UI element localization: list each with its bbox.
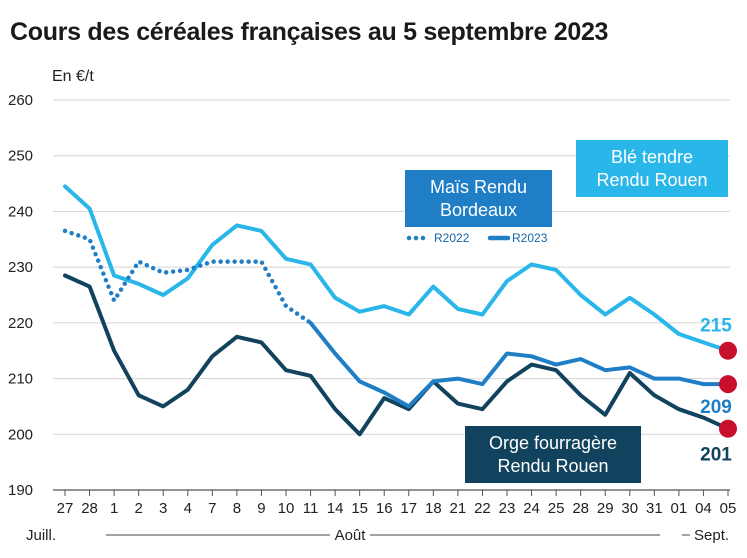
x-tick-label: 3 [159, 500, 167, 517]
series-label-text: Rendu Rouen [497, 456, 608, 476]
series-label-text: Maïs Rendu [430, 177, 527, 197]
end-value-label: 215 [700, 316, 732, 337]
x-tick-label: 30 [621, 500, 638, 517]
x-tick-label: 31 [646, 500, 663, 517]
x-tick-label: 24 [523, 500, 540, 517]
x-tick-label: 4 [184, 500, 192, 517]
x-tick-label: 29 [597, 500, 614, 517]
series-label-text: Blé tendre [611, 147, 693, 167]
y-tick-label: 220 [8, 315, 33, 332]
x-tick-label: 05 [720, 500, 737, 517]
x-tick-label: 25 [548, 500, 565, 517]
x-tick-label: 27 [57, 500, 74, 517]
x-tick-label: 14 [327, 500, 344, 517]
x-tick-label: 9 [257, 500, 265, 517]
x-tick-label: 22 [474, 500, 491, 517]
series-line [63, 184, 730, 353]
x-tick-label: 1 [110, 500, 118, 517]
legend-label: R2023 [512, 231, 548, 245]
x-tick-label: 2 [134, 500, 142, 517]
end-value-label: 209 [700, 397, 732, 418]
x-tick-label: 8 [233, 500, 241, 517]
chart-title: Cours des céréales françaises au 5 septe… [10, 18, 609, 46]
series-line [63, 273, 730, 437]
x-tick-label: 15 [351, 500, 368, 517]
end-point-marker [719, 375, 737, 394]
series-line [62, 228, 313, 326]
x-tick-label: 10 [278, 500, 295, 517]
x-tick-label: 11 [303, 500, 319, 517]
series-label-text: Orge fourragère [489, 433, 617, 453]
series-label-text: Bordeaux [440, 200, 517, 220]
y-tick-label: 210 [8, 371, 33, 388]
x-tick-label: 28 [572, 500, 589, 517]
y-tick-label: 240 [8, 203, 33, 220]
x-tick-label: 28 [81, 500, 98, 517]
x-tick-label: 18 [425, 500, 442, 517]
series-label-box [465, 426, 641, 483]
period-label: Juill. [26, 527, 56, 544]
y-tick-label: 250 [8, 148, 33, 165]
period-label: Août [335, 527, 367, 544]
end-value-label: 201 [700, 445, 732, 466]
x-tick-label: 01 [671, 500, 688, 517]
series-label-text: Rendu Rouen [596, 170, 707, 190]
x-tick-label: 21 [450, 500, 467, 517]
y-tick-label: 230 [8, 259, 33, 276]
period-label: Sept. [694, 527, 729, 544]
y-tick-label: 190 [8, 482, 33, 499]
x-tick-label: 17 [400, 500, 417, 517]
y-tick-label: 200 [8, 426, 33, 443]
legend-label: R2022 [434, 231, 470, 245]
series-label-box [576, 140, 728, 197]
y-tick-label: 260 [8, 92, 33, 109]
series-line [308, 320, 730, 409]
x-tick-label: 16 [376, 500, 393, 517]
series-label-box [405, 170, 552, 227]
end-point-marker [719, 341, 737, 360]
x-tick-label: 7 [208, 500, 216, 517]
unit-label: En €/t [52, 68, 94, 85]
x-tick-label: 04 [695, 500, 712, 517]
x-tick-label: 23 [499, 500, 516, 517]
end-point-marker [719, 419, 737, 438]
